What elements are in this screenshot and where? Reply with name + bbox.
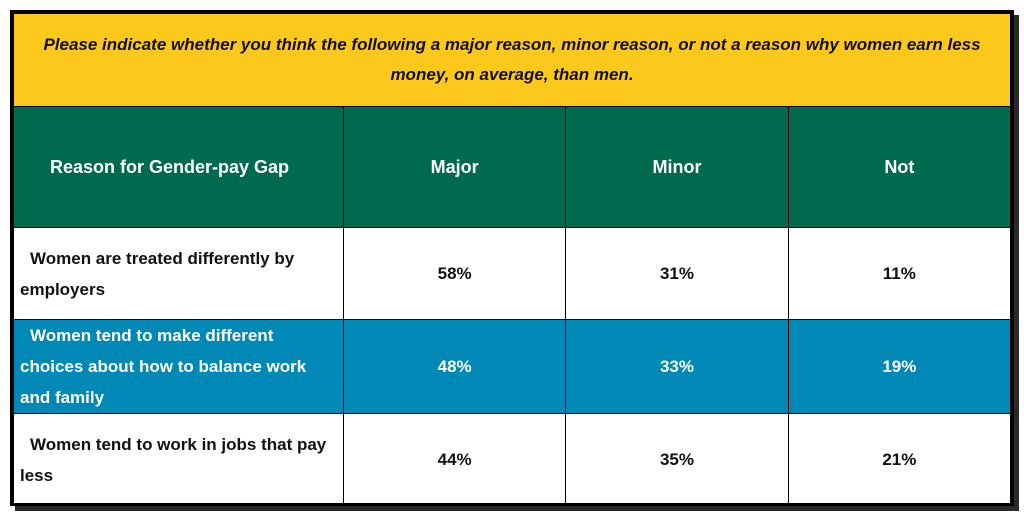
- survey-table-frame: Please indicate whether you think the fo…: [10, 10, 1014, 506]
- row-label: Women are treated differently by employe…: [13, 227, 344, 320]
- cell-not: 21%: [787, 413, 1011, 503]
- column-header-minor: Minor: [565, 106, 789, 228]
- cell-major: 58%: [342, 227, 567, 320]
- column-header-reason: Reason for Gender-pay Gap: [13, 106, 344, 228]
- header-row: Reason for Gender-pay Gap Major Minor No…: [13, 106, 1011, 228]
- cell-not: 19%: [787, 319, 1011, 414]
- row-label: Women tend to work in jobs that pay less: [13, 413, 344, 503]
- row-label-text: Women tend to make different choices abo…: [20, 326, 307, 407]
- title-row: Please indicate whether you think the fo…: [13, 13, 1011, 107]
- gender-pay-gap-table: Please indicate whether you think the fo…: [13, 13, 1011, 503]
- row-label-text: Women are treated differently by employe…: [20, 248, 295, 299]
- table-row: Women are treated differently by employe…: [13, 227, 1011, 320]
- cell-minor: 35%: [565, 413, 789, 503]
- row-label-text: Women tend to work in jobs that pay less: [20, 434, 327, 485]
- cell-major: 48%: [342, 319, 567, 414]
- cell-not: 11%: [787, 227, 1011, 320]
- row-label: Women tend to make different choices abo…: [13, 319, 344, 414]
- table-title: Please indicate whether you think the fo…: [13, 13, 1011, 107]
- cell-minor: 31%: [565, 227, 789, 320]
- column-header-not: Not: [787, 106, 1011, 228]
- cell-major: 44%: [342, 413, 567, 503]
- table-row: Women tend to make different choices abo…: [13, 319, 1011, 414]
- table-row: Women tend to work in jobs that pay less…: [13, 413, 1011, 503]
- column-header-major: Major: [342, 106, 567, 228]
- cell-minor: 33%: [565, 319, 789, 414]
